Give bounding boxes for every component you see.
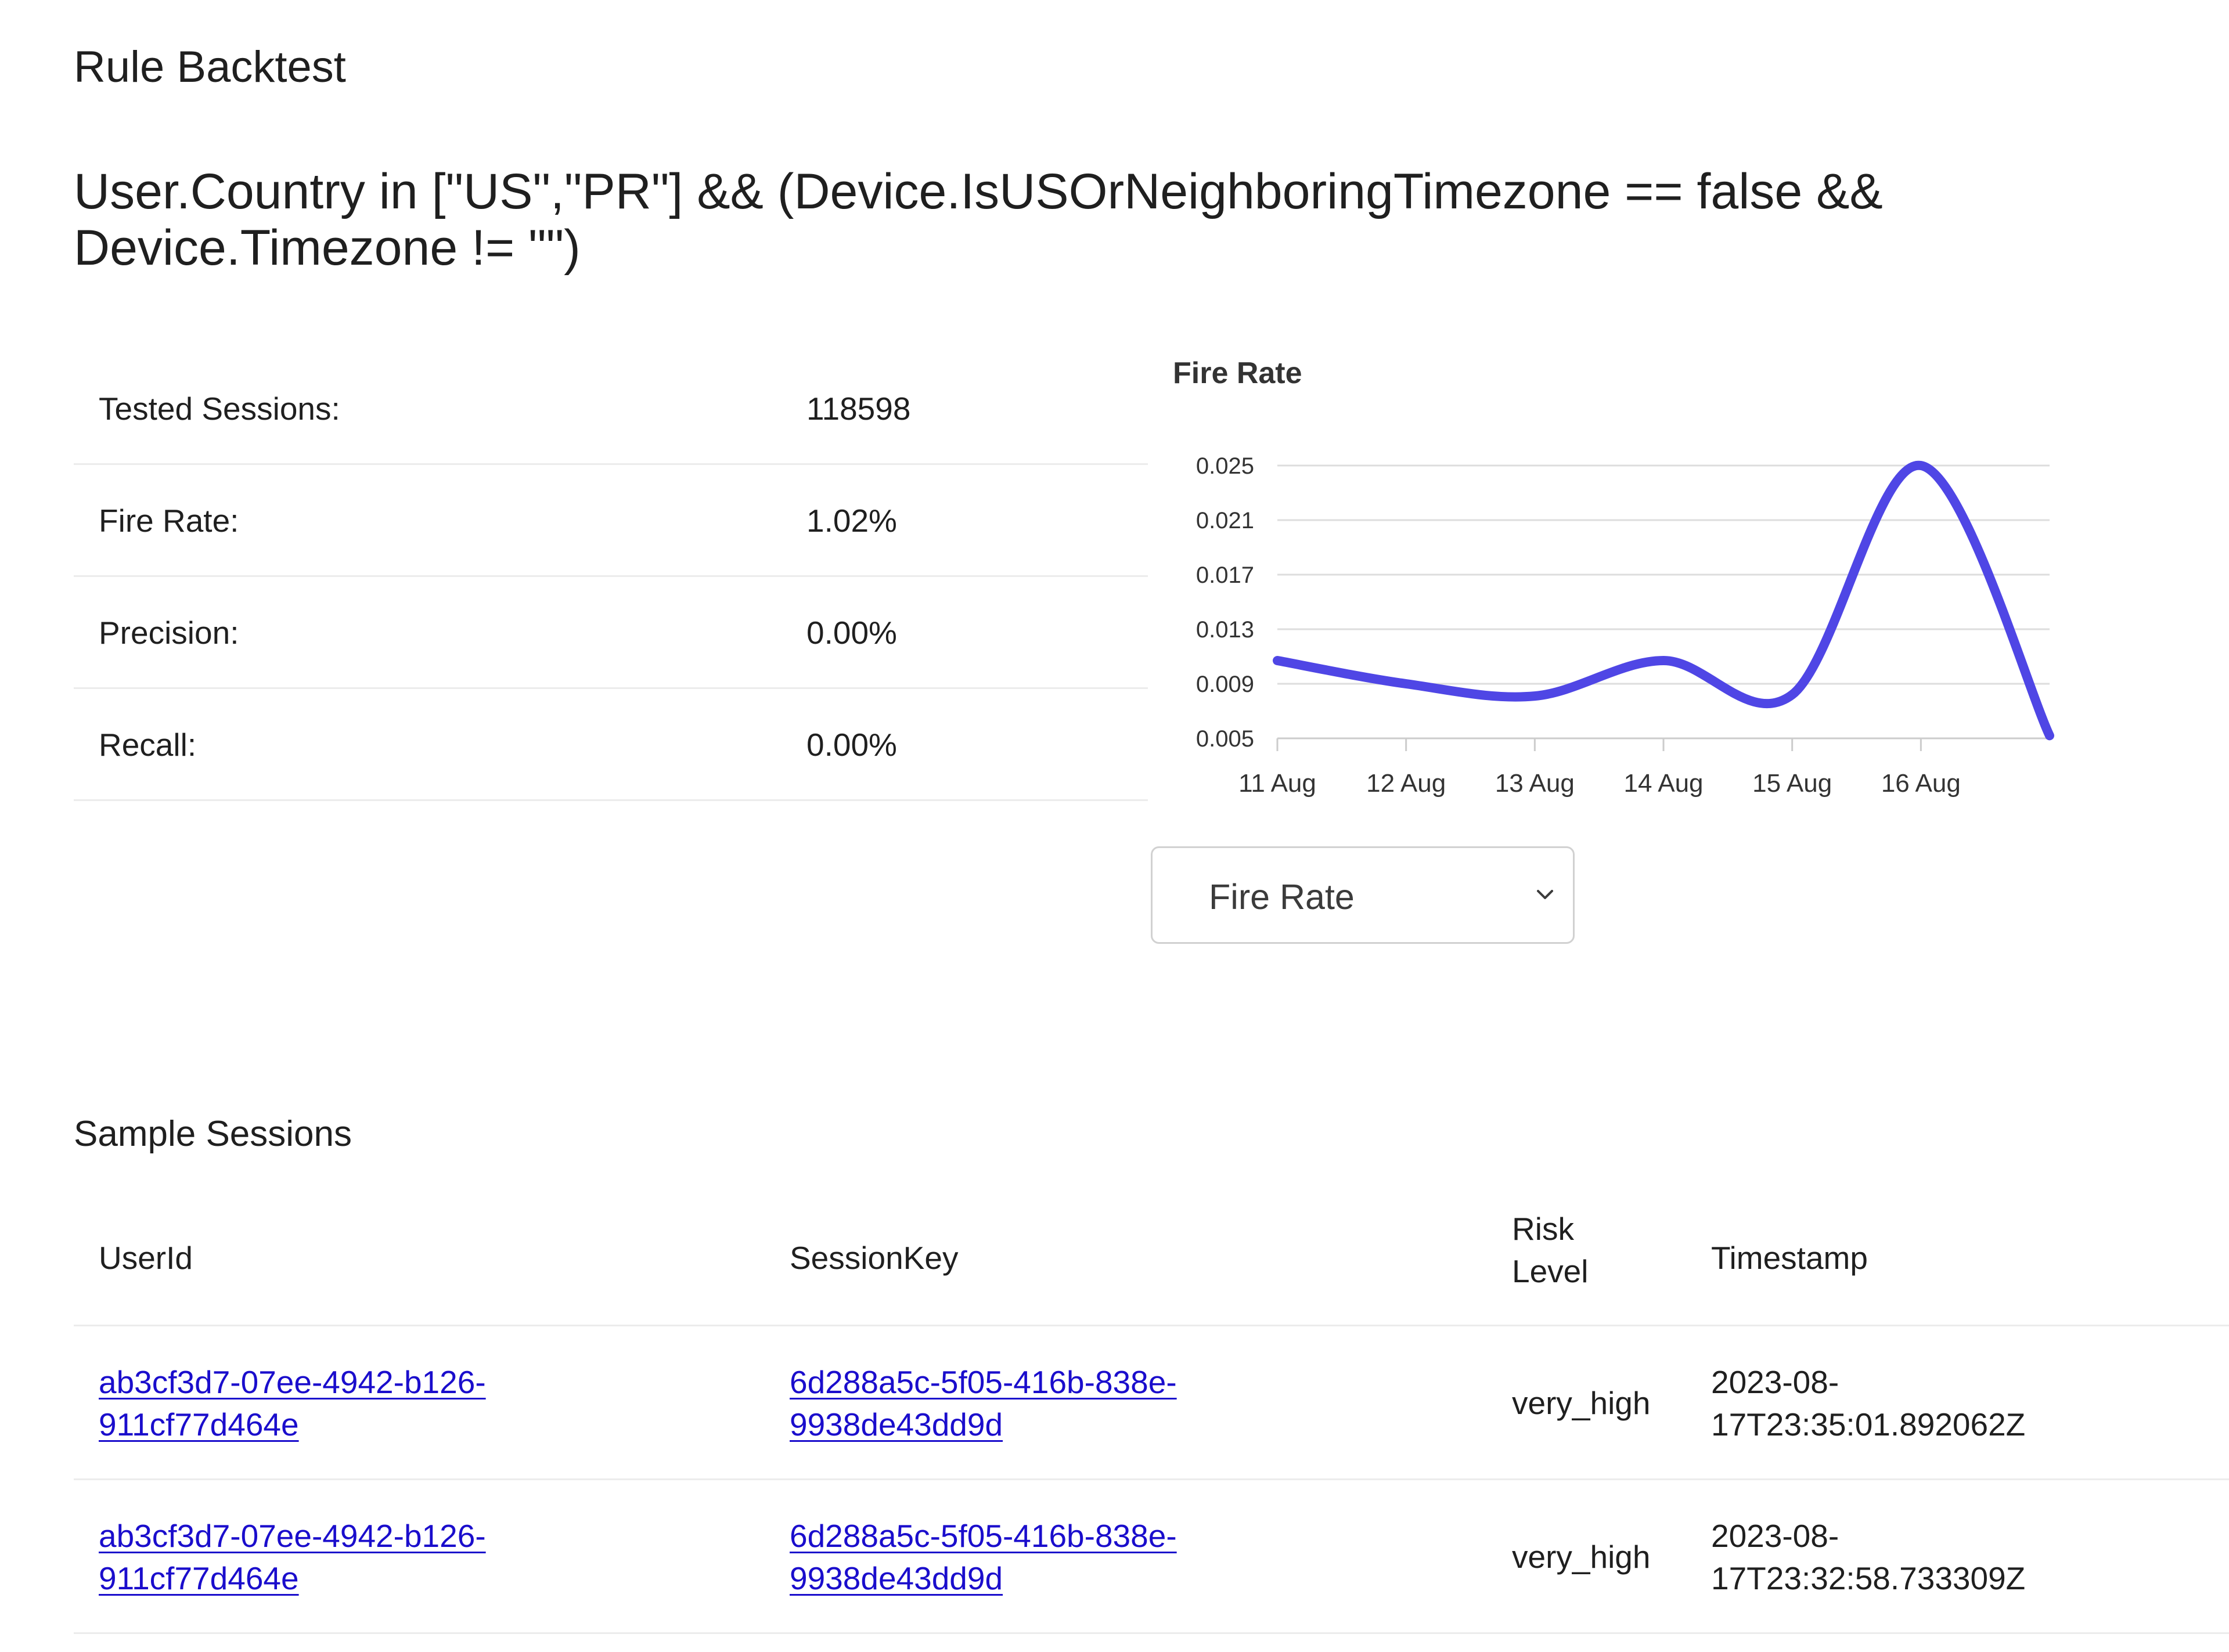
y-tick-label: 0.025 [1196, 453, 1254, 479]
table-header: UserId SessionKey Risk Level Timestamp [74, 1193, 2229, 1326]
column-header-timestamp: Timestamp [1711, 1240, 1868, 1276]
y-tick-label: 0.009 [1196, 672, 1254, 697]
stats-label: Tested Sessions: [99, 391, 340, 427]
timestamp-value: 2023-08- 17T23:32:58.733309Z [1711, 1515, 2118, 1600]
stats-value: 1.02% [806, 503, 897, 539]
session-key-line: 9938de43dd9d [790, 1406, 1003, 1442]
backtest-stats-table: Tested Sessions: 118598 Fire Rate: 1.02%… [74, 353, 1148, 801]
risk-level-value: very_high [1512, 1539, 1651, 1575]
sample-sessions-table: UserId SessionKey Risk Level Timestamp a… [74, 1193, 2229, 1634]
stats-value: 0.00% [806, 727, 897, 763]
chart-x-axis: 11 Aug 12 Aug 13 Aug 14 Aug 15 Aug 16 Aug [1238, 737, 2050, 798]
timestamp-value: 2023-08- 17T23:35:01.892062Z [1711, 1361, 2118, 1446]
stats-label: Fire Rate: [99, 503, 239, 539]
column-header-userid: UserId [99, 1240, 193, 1276]
timestamp-line: 17T23:32:58.733309Z [1711, 1560, 2026, 1596]
timestamp-line: 2023-08- [1711, 1518, 1839, 1554]
stats-value: 0.00% [806, 615, 897, 651]
table-row: ab3cf3d7-07ee-4942-b126- 911cf77d464e 6d… [74, 1326, 2229, 1480]
chart-series [1273, 460, 2054, 741]
session-key-link[interactable]: 6d288a5c-5f05-416b-838e- 9938de43dd9d [790, 1361, 1266, 1446]
fire-rate-chart-svg: Fire Rate 0.025 0.021 0.017 0.013 0.009 0.005… [1173, 356, 2054, 798]
session-key-line: 6d288a5c-5f05-416b-838e- [790, 1364, 1177, 1400]
x-tick-label: 13 Aug [1495, 769, 1575, 798]
stats-label: Precision: [99, 615, 239, 651]
fire-rate-series-line [1273, 460, 2054, 741]
x-tick-label: 15 Aug [1752, 769, 1832, 798]
y-tick-label: 0.017 [1196, 562, 1254, 588]
fire-rate-chart: Fire Rate 0.025 0.021 0.017 0.013 0.009 0.005… [1150, 348, 2108, 813]
column-header-risk-level: Risk Level [1512, 1208, 1663, 1293]
column-header-sessionkey: SessionKey [790, 1240, 959, 1276]
y-tick-label: 0.013 [1196, 617, 1254, 643]
session-key-line: 6d288a5c-5f05-416b-838e- [790, 1518, 1177, 1554]
metric-select[interactable]: Fire Rate [1151, 846, 1575, 944]
stats-label: Recall: [99, 727, 197, 763]
session-key-line: 9938de43dd9d [790, 1560, 1003, 1596]
x-tick-label: 11 Aug [1238, 769, 1316, 798]
user-id-line: 911cf77d464e [99, 1406, 299, 1442]
y-tick-label: 0.021 [1196, 508, 1254, 533]
user-id-line: ab3cf3d7-07ee-4942-b126- [99, 1518, 486, 1554]
stats-row-recall: Recall: 0.00% [74, 689, 1148, 801]
page-title: Rule Backtest [74, 42, 346, 92]
stats-row-tested-sessions: Tested Sessions: 118598 [74, 353, 1148, 465]
rule-expression: User.Country in ["US","PR"] && (Device.I… [74, 164, 1883, 276]
risk-level-value: very_high [1512, 1385, 1651, 1421]
column-header-risk-level-line: Risk [1512, 1211, 1574, 1247]
timestamp-line: 2023-08- [1711, 1364, 1839, 1400]
session-key-link[interactable]: 6d288a5c-5f05-416b-838e- 9938de43dd9d [790, 1515, 1266, 1600]
stats-value: 118598 [806, 391, 911, 427]
chart-title: Fire Rate [1173, 356, 1302, 390]
stats-row-precision: Precision: 0.00% [74, 577, 1148, 689]
user-id-link[interactable]: ab3cf3d7-07ee-4942-b126- 911cf77d464e [99, 1515, 575, 1600]
user-id-link[interactable]: ab3cf3d7-07ee-4942-b126- 911cf77d464e [99, 1361, 575, 1446]
x-tick-label: 12 Aug [1366, 769, 1446, 798]
metric-select-value: Fire Rate [1209, 877, 1355, 917]
chevron-down-icon [1537, 890, 1553, 899]
user-id-line: ab3cf3d7-07ee-4942-b126- [99, 1364, 486, 1400]
stats-row-fire-rate: Fire Rate: 1.02% [74, 465, 1148, 577]
x-tick-label: 14 Aug [1623, 769, 1703, 798]
chart-gridlines [1277, 464, 2050, 740]
x-tick-label: 16 Aug [1881, 769, 1961, 798]
y-tick-label: 0.005 [1196, 726, 1254, 752]
table-row: ab3cf3d7-07ee-4942-b126- 911cf77d464e 6d… [74, 1480, 2229, 1634]
column-header-risk-level-line: Level [1512, 1253, 1589, 1289]
sample-sessions-title: Sample Sessions [74, 1114, 352, 1154]
chart-y-axis: 0.025 0.021 0.017 0.013 0.009 0.005 [1196, 453, 1254, 752]
user-id-line: 911cf77d464e [99, 1560, 299, 1596]
timestamp-line: 17T23:35:01.892062Z [1711, 1406, 2026, 1442]
